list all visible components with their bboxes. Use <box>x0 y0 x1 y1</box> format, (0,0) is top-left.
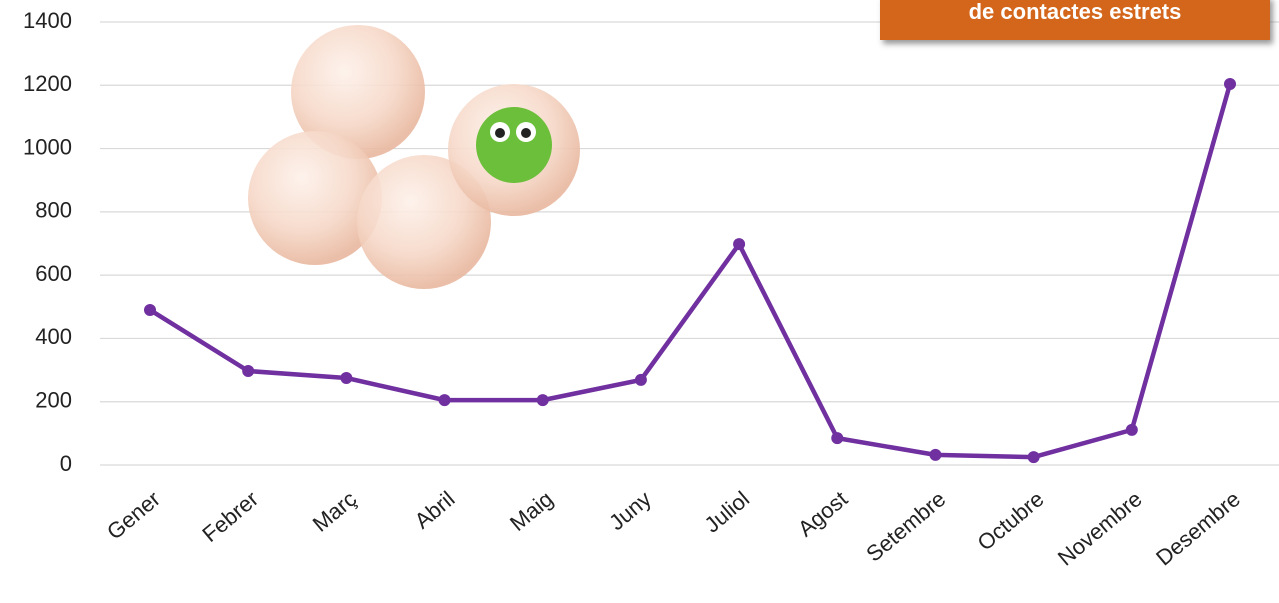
annotation: de contactes estrets <box>969 0 1182 24</box>
y-tick-label: 200 <box>35 388 72 413</box>
x-tick-label: Febrer <box>197 486 263 547</box>
data-point <box>340 371 353 384</box>
y-tick-label: 1200 <box>23 71 72 96</box>
data-point <box>1224 78 1236 91</box>
x-tick-label: Gener <box>102 486 165 544</box>
data-point <box>634 373 647 386</box>
data-point <box>929 448 942 461</box>
y-tick-label: 1400 <box>23 8 72 33</box>
data-point <box>831 432 844 445</box>
data-point <box>1027 451 1040 464</box>
y-tick-label: 400 <box>35 324 72 349</box>
y-tick-label: 600 <box>35 261 72 286</box>
x-tick-label: Agost <box>793 486 852 541</box>
data-point <box>733 238 746 251</box>
data-point <box>438 394 451 407</box>
y-tick-label: 1000 <box>23 134 72 159</box>
line <box>148 83 1233 460</box>
data-point <box>242 365 255 378</box>
x-tick-label: Abril <box>410 486 460 533</box>
x-tick-label: Maig <box>505 486 558 536</box>
y-tick-label: 0 <box>60 451 72 476</box>
x-tick-label: Juny <box>604 486 656 535</box>
annotation-box <box>880 0 1270 40</box>
x-tick-label: Juliol <box>700 486 754 537</box>
x-tick-label: Setembre <box>861 486 950 566</box>
data-point <box>144 303 156 316</box>
y-tick-label: 800 <box>35 198 72 223</box>
decoration <box>248 25 580 289</box>
x-tick-label: Novembre <box>1053 486 1147 570</box>
x-tick-label: Octubre <box>973 486 1049 555</box>
data-point <box>1125 423 1138 436</box>
data-point <box>536 394 549 407</box>
x-tick-label: Desembre <box>1151 486 1245 570</box>
x-tick-label: Març <box>308 486 362 537</box>
